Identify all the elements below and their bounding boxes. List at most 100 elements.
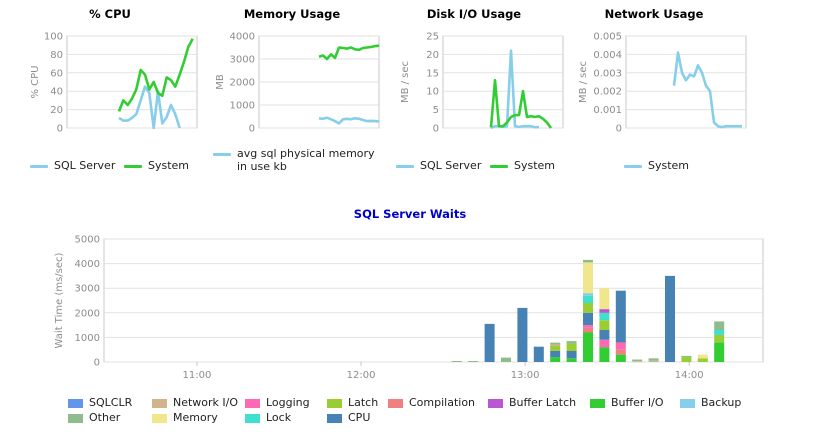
memory-y-tick-label: 3000 — [230, 55, 255, 66]
waits-legend-backup[interactable]: Backup — [680, 396, 741, 409]
waits-bar-segment-buffer-i-o — [566, 358, 577, 362]
system-swatch — [124, 164, 142, 168]
cpu-legend-sql-server[interactable]: SQL Server — [30, 159, 115, 172]
cpu-chart-title: % CPU — [89, 7, 131, 21]
network-y-tick-label: 0 — [616, 124, 622, 135]
disk-plot-frame — [442, 35, 564, 129]
cpu-series-sql-server — [118, 85, 181, 130]
legend-swatch — [68, 398, 83, 408]
memory-y-tick-label: 1000 — [230, 101, 255, 112]
waits-bar-segment-network-i-o — [632, 361, 643, 363]
legend-swatch — [590, 398, 605, 408]
waits-bar-segment-latch — [599, 320, 610, 330]
cpu-legend-sql-server-label: SQL Server — [54, 159, 116, 172]
waits-legend-buffer-latch[interactable]: Buffer Latch — [488, 396, 576, 409]
waits-legend-buffer-i-o[interactable]: Buffer I/O — [590, 396, 664, 409]
waits-bar-segment-logging — [615, 342, 626, 350]
legend-swatch — [245, 413, 260, 423]
legend-swatch — [152, 398, 167, 408]
legend-label: CPU — [348, 411, 371, 424]
cpu-y-tick-label: 60 — [50, 68, 63, 79]
waits-legend-cpu[interactable]: CPU — [327, 411, 370, 424]
network-legend-system[interactable]: System — [624, 159, 689, 172]
waits-bar-segment-buffer-i-o — [714, 342, 725, 362]
memory-y-tick-label: 0 — [249, 124, 255, 135]
waits-bar-segment-latch — [550, 346, 561, 351]
waits-bar-segment-lock — [714, 330, 725, 335]
waits-legend-latch[interactable]: Latch — [327, 396, 378, 409]
disk-legend-system-label: System — [514, 159, 556, 172]
waits-bar-segment-other — [566, 341, 577, 344]
waits-bar-segment-latch — [714, 334, 725, 343]
memory-y-axis-label: MB — [215, 74, 226, 90]
waits-legend-sqlclr[interactable]: SQLCLR — [68, 396, 132, 409]
waits-bar-segment-buffer-i-o — [599, 347, 610, 362]
cpu-y-tick-label: 80 — [50, 50, 63, 61]
waits-y-tick-label: 3000 — [75, 284, 100, 295]
network-y-tick-label: 0.002 — [593, 87, 622, 98]
waits-legend-other[interactable]: Other — [68, 411, 120, 424]
cpu-legend-system-label: System — [148, 159, 190, 172]
waits-bar-segment-other — [681, 355, 692, 358]
cpu-y-axis-label: % CPU — [30, 65, 41, 98]
disk-chart-title: Disk I/O Usage — [426, 7, 522, 21]
waits-legend-lock[interactable]: Lock — [245, 411, 291, 424]
network-y-tick-label: 0.004 — [593, 50, 622, 61]
waits-y-tick-label: 1000 — [75, 333, 100, 344]
memory-legend-item[interactable]: avg sql physical memory in use kb — [213, 147, 383, 173]
network-y-tick-label: 0.001 — [593, 105, 622, 116]
system-swatch — [624, 164, 642, 168]
waits-bar-segment-network-i-o — [550, 344, 561, 346]
waits-bar-segment-latch — [697, 358, 708, 362]
waits-y-tick-label: 0 — [94, 358, 100, 369]
network-series-system — [672, 51, 742, 129]
cpu-legend-system[interactable]: System — [124, 159, 189, 172]
waits-y-tick-label: 2000 — [75, 308, 100, 319]
network-y-axis-label: MB / sec — [578, 61, 589, 103]
waits-bar-segment-buffer-latch — [599, 309, 610, 313]
legend-label: Network I/O — [173, 396, 239, 409]
legend-swatch — [68, 413, 83, 423]
network-plot-frame — [625, 35, 747, 129]
legend-label: Memory — [173, 411, 218, 424]
waits-legend-network-i-o[interactable]: Network I/O — [152, 396, 238, 409]
disk-legend-system[interactable]: System — [490, 159, 555, 172]
waits-legend-logging[interactable]: Logging — [245, 396, 310, 409]
waits-bar-segment-other — [501, 357, 511, 362]
disk-legend-sql-server[interactable]: SQL Server — [396, 159, 481, 172]
waits-bar-segment-cpu — [615, 290, 626, 343]
legend-swatch — [680, 398, 695, 408]
waits-x-tick-label: 12:00 — [347, 370, 376, 381]
legend-swatch — [245, 398, 260, 408]
waits-x-tick-label: 11:00 — [183, 370, 212, 381]
waits-bar-segment-other — [468, 361, 479, 362]
legend-label: Buffer Latch — [509, 396, 577, 409]
waits-bar-segment-cpu — [533, 346, 544, 362]
disk-y-tick-label: 10 — [426, 87, 439, 98]
network-chart-title: Network Usage — [604, 7, 704, 21]
waits-bar-segment-lock — [599, 312, 610, 321]
legend-swatch — [388, 398, 403, 408]
legend-label: SQLCLR — [89, 396, 133, 409]
memory-y-tick-label: 4000 — [230, 32, 255, 43]
waits-bar-segment-other — [550, 342, 561, 345]
waits-bar-segment-cpu — [484, 323, 495, 362]
waits-bar-segment-cpu — [550, 350, 561, 358]
memory-legend-label: avg sql physical memory in use kb — [237, 147, 375, 173]
waits-legend-memory[interactable]: Memory — [152, 411, 218, 424]
disk-series-system — [489, 78, 553, 129]
waits-legend-compilation[interactable]: Compilation — [388, 396, 475, 409]
legend-label: Lock — [266, 411, 292, 424]
legend-label: Buffer I/O — [611, 396, 664, 409]
waits-bar-segment-other — [632, 359, 643, 362]
waits-bar-segment-memory — [599, 288, 610, 310]
cpu-y-tick-label: 100 — [44, 32, 63, 43]
waits-bar-segment-cpu — [583, 312, 593, 326]
sql-server-swatch — [30, 164, 48, 168]
waits-bar-segment-logging — [583, 325, 593, 328]
waits-y-axis-label: Wait Time (ms/sec) — [54, 252, 65, 348]
system-swatch — [490, 164, 508, 168]
waits-bar-segment-latch — [681, 357, 692, 362]
memory-chart-title: Memory Usage — [243, 7, 341, 21]
